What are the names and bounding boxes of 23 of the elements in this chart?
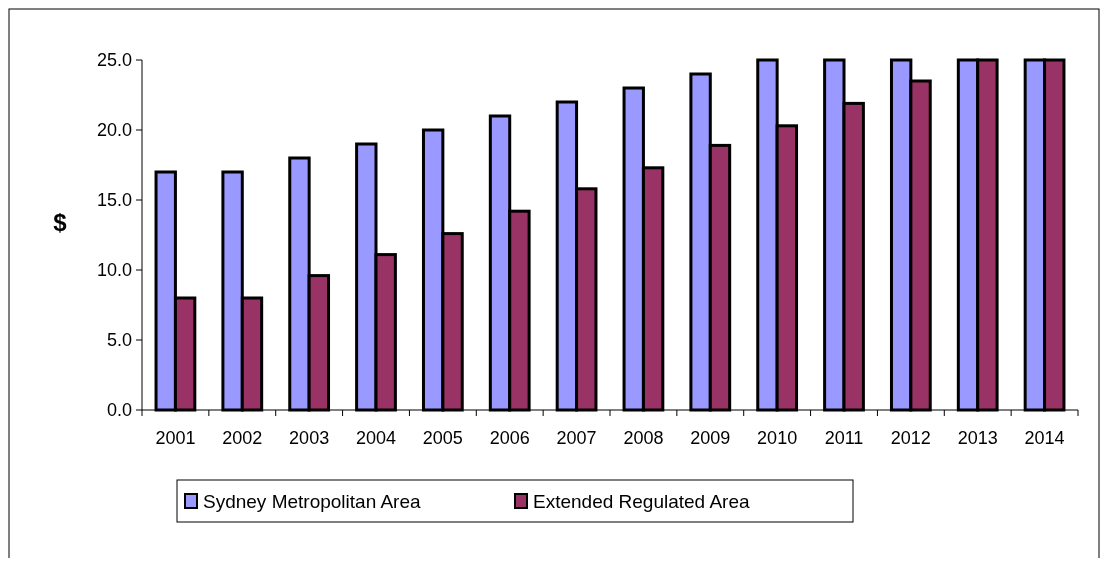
- y-tick-label: 10.0: [96, 260, 132, 281]
- x-tick-label: 2012: [890, 428, 931, 448]
- x-tick-label: 2008: [623, 428, 664, 448]
- legend-label: Sydney Metropolitan Area: [203, 490, 422, 512]
- y-tick-label: 0.0: [106, 400, 132, 421]
- y-tick-label: 20.0: [96, 120, 132, 141]
- x-tick-label: 2001: [155, 428, 196, 448]
- y-tick-label: 25.0: [96, 50, 132, 71]
- y-tick-label: 5.0: [106, 330, 132, 351]
- x-tick-label: 2011: [824, 428, 864, 448]
- y-tick-label: 15.0: [96, 190, 132, 211]
- legend-label: Extended Regulated Area: [533, 490, 750, 512]
- x-tick-label: 2014: [1024, 428, 1065, 448]
- x-tick-label: 2002: [222, 428, 263, 448]
- x-tick-label: 2004: [355, 428, 397, 448]
- x-tick-label: 2010: [757, 428, 798, 448]
- x-tick-label: 2003: [289, 428, 330, 448]
- x-tick-label: 2006: [489, 428, 530, 448]
- x-tick-label: 2005: [422, 428, 463, 448]
- x-tick-label: 2007: [556, 428, 597, 448]
- x-tick-label: 2009: [690, 428, 731, 448]
- x-tick-label: 2013: [957, 428, 998, 448]
- y-axis-title: $: [53, 209, 68, 236]
